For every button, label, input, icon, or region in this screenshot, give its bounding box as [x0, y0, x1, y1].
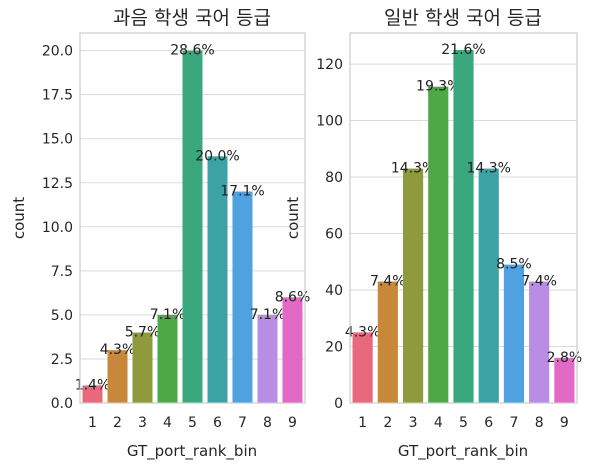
y-tick-label: 0	[334, 396, 343, 412]
chart-panel-1: 0.0 2.5 5.0 7.5 10.0 12.5 15.0 17.5 20.0 1.4% 1 4.3…	[10, 7, 310, 461]
bar-label: 4.3%	[100, 342, 136, 358]
bar-label: 7.1%	[250, 307, 286, 323]
bar-2	[107, 350, 128, 403]
bar-9	[554, 357, 575, 403]
bar-4	[428, 86, 449, 403]
bar-8	[529, 281, 550, 403]
bar-1	[352, 332, 373, 403]
bar-label: 4.3%	[345, 324, 381, 340]
x-tick-label: 8	[535, 415, 544, 431]
y-tick-label: 20	[325, 340, 343, 356]
y-tick-label: 2.5	[51, 352, 73, 368]
bar-7	[503, 264, 525, 403]
bar-8	[257, 314, 278, 403]
bar-label: 7.1%	[150, 307, 186, 323]
bar-9	[282, 297, 303, 403]
y-tick-label: 20.0	[42, 44, 73, 60]
bar-label: 14.3%	[391, 161, 435, 177]
bar-label: 7.4%	[370, 274, 406, 290]
x-axis-label: GT_port_rank_bin	[398, 442, 528, 461]
bar-label: 5.7%	[125, 325, 161, 341]
y-tick-label: 80	[325, 170, 343, 186]
bar-2	[377, 281, 398, 403]
bar-6	[478, 168, 499, 403]
plot-frame	[79, 32, 306, 404]
x-tick-label: 3	[409, 415, 418, 431]
y-tick-label: 40	[325, 283, 343, 299]
x-tick-label: 1	[358, 415, 367, 431]
bar-4	[157, 314, 178, 403]
bar-label: 8.6%	[275, 289, 311, 305]
y-tick-label: 12.5	[42, 176, 73, 192]
chart-title: 과음 학생 국어 등급	[113, 7, 271, 29]
y-tick-label: 5.0	[51, 308, 73, 324]
y-axis-label: count	[284, 197, 302, 239]
bar-7	[232, 191, 253, 403]
y-tick-label: 7.5	[51, 264, 73, 280]
bar-label: 8.5%	[496, 257, 532, 273]
x-tick-label: 5	[459, 415, 468, 431]
bar-1	[82, 385, 103, 403]
x-tick-label: 9	[288, 415, 297, 431]
x-tick-label: 4	[163, 415, 172, 431]
bar-6	[207, 156, 228, 403]
x-tick-label: 9	[560, 415, 569, 431]
bar-5	[182, 50, 203, 403]
y-tick-label: 0.0	[51, 396, 73, 412]
bar-5	[453, 49, 474, 403]
chart-panel-2: 0 20 40 60 80 100 120 4.3% 1 7.4% 2 14.3% 3 19.3% 4 21.…	[284, 7, 582, 461]
y-tick-label: 100	[316, 114, 343, 130]
y-axis-label: count	[10, 197, 28, 239]
x-axis-label: GT_port_rank_bin	[127, 442, 257, 461]
bar-label: 14.3%	[466, 161, 510, 177]
bar-label: 28.6%	[170, 43, 214, 59]
x-tick-label: 1	[88, 415, 97, 431]
bar-label: 2.8%	[547, 350, 583, 366]
bar-label: 20.0%	[195, 148, 239, 164]
x-tick-label: 6	[213, 415, 222, 431]
x-tick-label: 7	[238, 415, 247, 431]
x-tick-label: 2	[113, 415, 122, 431]
bar-3	[132, 332, 153, 403]
x-tick-label: 3	[138, 415, 147, 431]
x-tick-label: 8	[263, 415, 272, 431]
y-tick-label: 10.0	[42, 220, 73, 236]
y-tick-label: 17.5	[42, 88, 73, 104]
x-tick-label: 2	[383, 415, 392, 431]
bar-label: 17.1%	[220, 184, 264, 200]
x-tick-label: 4	[434, 415, 443, 431]
plot-frame	[349, 32, 578, 404]
bar-label: 7.4%	[521, 274, 557, 290]
bar-label: 1.4%	[75, 377, 111, 393]
y-tick-label: 15.0	[42, 132, 73, 148]
x-tick-label: 5	[188, 415, 197, 431]
x-tick-label: 6	[484, 415, 493, 431]
bar-label: 21.6%	[441, 42, 485, 58]
bar-label: 19.3%	[416, 79, 460, 95]
x-tick-label: 7	[509, 415, 518, 431]
y-tick-label: 60	[325, 227, 343, 243]
y-tick-label: 120	[316, 57, 343, 73]
bar-3	[402, 168, 424, 403]
chart-title: 일반 학생 국어 등급	[384, 7, 542, 29]
